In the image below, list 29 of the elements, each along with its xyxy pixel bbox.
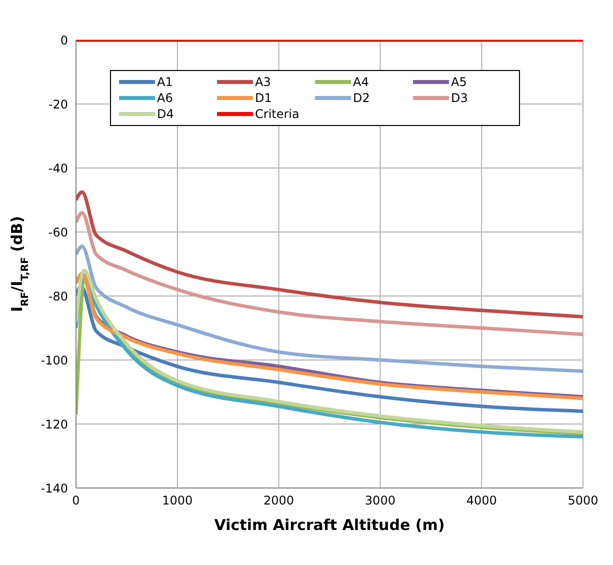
x-tick-label: 0 [72,494,80,508]
y-tick-label: -80 [48,289,68,304]
y-tick-label: -40 [48,161,68,176]
y-tick-label: -100 [40,353,68,368]
legend-label: D4 [157,107,174,121]
x-tick-label: 4000 [466,494,497,508]
legend-label: D3 [451,91,468,105]
line-series [76,190,583,319]
x-tick-label: 5000 [568,494,598,508]
x-tick-label: 1000 [162,494,193,508]
legend-label: A3 [255,75,271,89]
legend-label: Criteria [255,107,300,121]
legend-label: A6 [157,91,173,105]
y-tick-label: -20 [48,97,68,112]
x-tick-label: 3000 [364,494,396,508]
y-tick-label: -120 [40,417,68,432]
x-tick-label: 2000 [264,494,294,508]
legend-label: D2 [353,91,370,105]
legend-label: A1 [157,75,173,89]
x-axis-title: Victim Aircraft Altitude (m) [214,516,445,534]
line-series [76,284,583,413]
y-tick-label: -140 [40,481,68,496]
y-tick-label: 0 [60,33,68,48]
line-series [76,211,583,336]
y-tick-label: -60 [48,225,68,240]
legend-label: A5 [451,75,467,89]
legend-label: D1 [255,91,272,105]
legend-label: A4 [353,75,369,89]
line-series [76,244,583,373]
